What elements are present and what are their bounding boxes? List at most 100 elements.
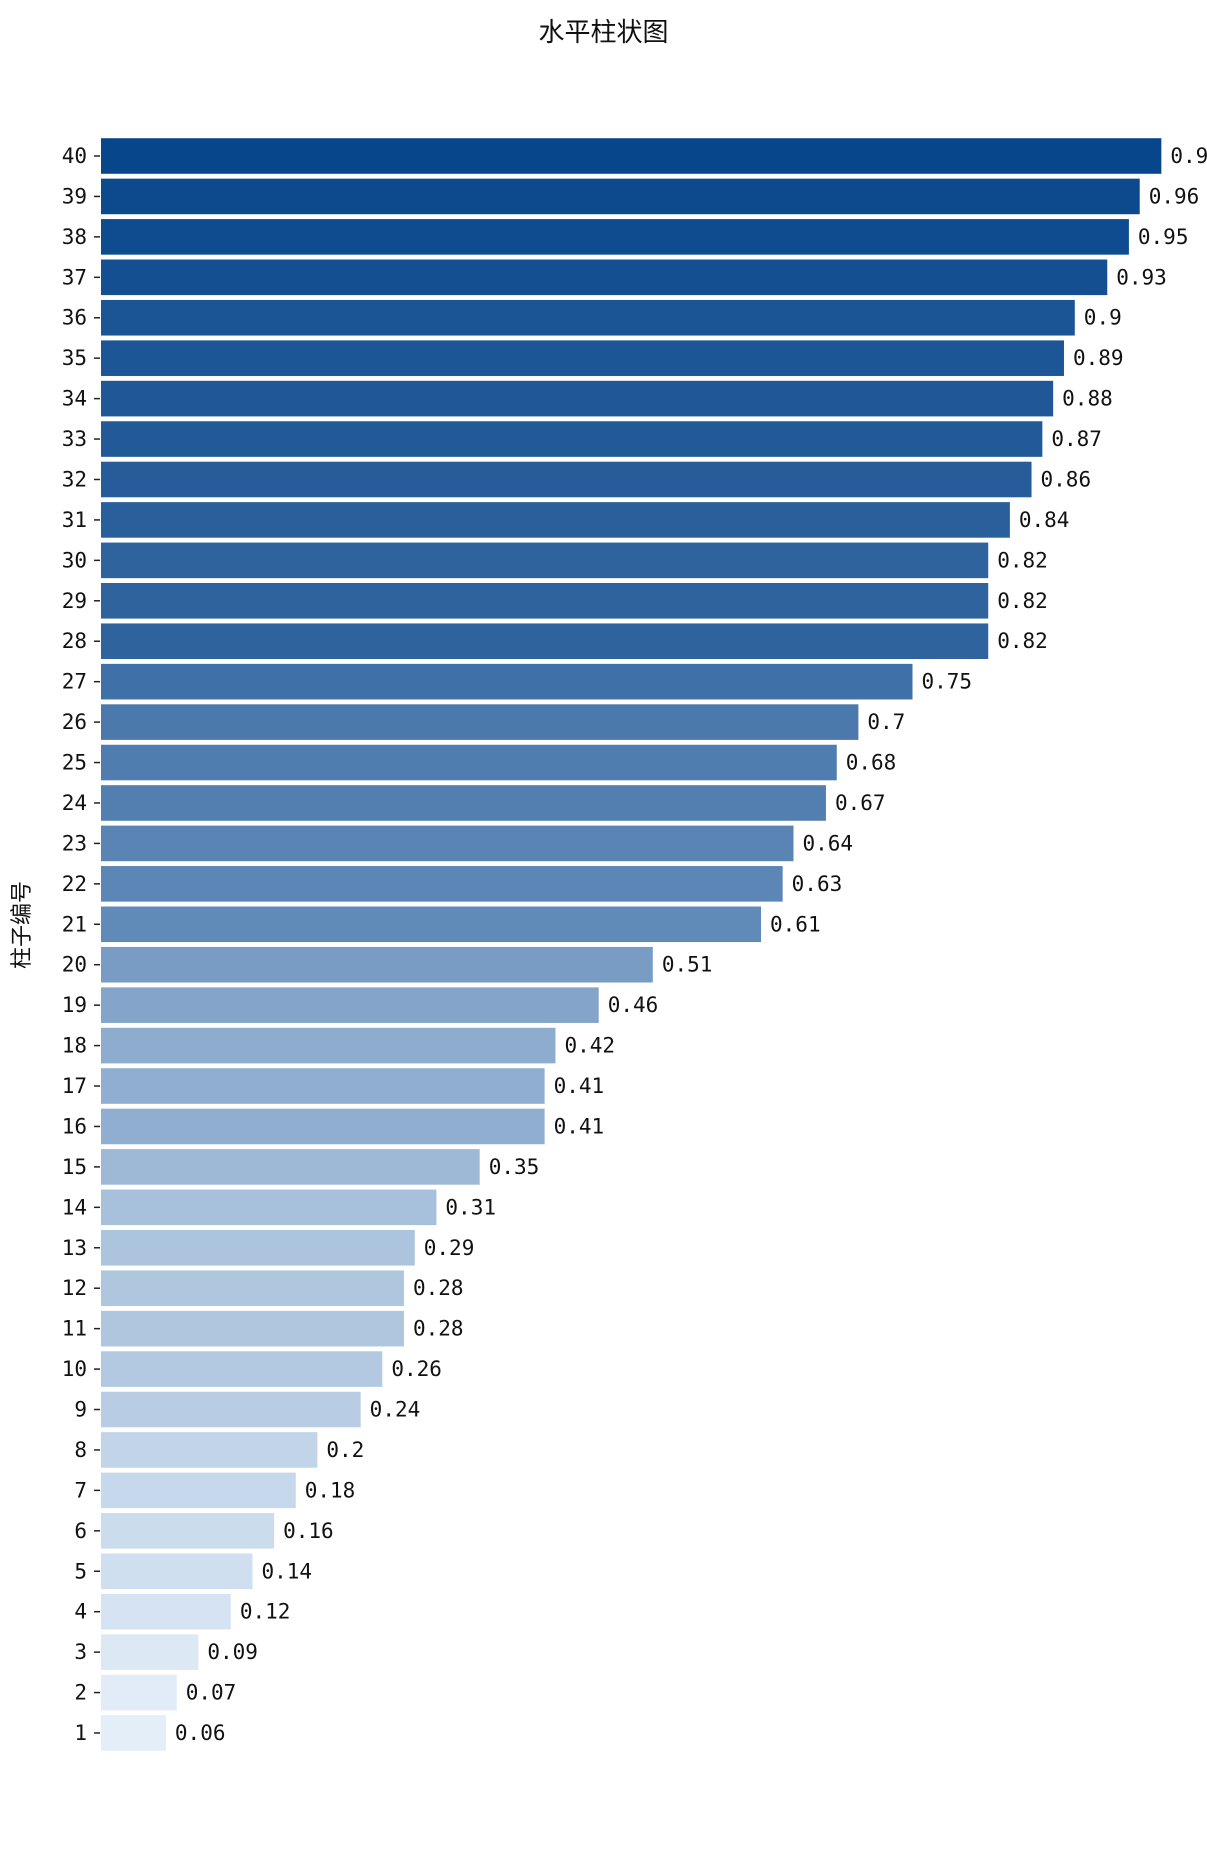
y-tick-label-23: 23 bbox=[62, 831, 87, 855]
bar-value-label-3: 0.09 bbox=[207, 1640, 258, 1664]
bar-21 bbox=[101, 906, 762, 943]
bar-value-label-35: 0.89 bbox=[1073, 346, 1124, 370]
bar-value-label-11: 0.28 bbox=[413, 1317, 464, 1341]
bar-17 bbox=[101, 1068, 545, 1104]
bar-12 bbox=[101, 1270, 404, 1306]
bar-value-label-36: 0.9 bbox=[1084, 306, 1122, 330]
bar-25 bbox=[101, 744, 837, 781]
bar-10 bbox=[101, 1351, 383, 1387]
bar-value-label-12: 0.28 bbox=[413, 1276, 464, 1300]
bar-28 bbox=[101, 623, 989, 660]
bar-value-label-14: 0.31 bbox=[445, 1195, 496, 1219]
y-tick-label-30: 30 bbox=[62, 548, 87, 572]
bar-39 bbox=[101, 178, 1140, 215]
bar-value-label-39: 0.96 bbox=[1149, 184, 1200, 208]
bar-value-label-13: 0.29 bbox=[424, 1236, 475, 1260]
y-tick-label-39: 39 bbox=[62, 184, 87, 208]
bar-40 bbox=[101, 138, 1162, 174]
bar-value-label-5: 0.14 bbox=[261, 1559, 312, 1583]
bar-11 bbox=[101, 1310, 404, 1347]
bar-value-label-1: 0.06 bbox=[175, 1721, 226, 1745]
bar-value-label-26: 0.7 bbox=[867, 710, 905, 734]
y-tick-label-9: 9 bbox=[74, 1398, 87, 1422]
bar-value-label-8: 0.2 bbox=[326, 1438, 364, 1462]
bar-value-label-29: 0.82 bbox=[997, 589, 1048, 613]
bar-26 bbox=[101, 704, 859, 740]
y-tick-label-33: 33 bbox=[62, 427, 87, 451]
bar-3 bbox=[101, 1634, 199, 1670]
y-tick-label-26: 26 bbox=[62, 710, 87, 734]
y-tick-label-12: 12 bbox=[62, 1276, 87, 1300]
y-tick-label-25: 25 bbox=[62, 751, 87, 775]
y-tick-label-8: 8 bbox=[74, 1438, 87, 1462]
bar-8 bbox=[101, 1432, 318, 1468]
bar-value-label-37: 0.93 bbox=[1116, 265, 1167, 289]
y-tick-label-4: 4 bbox=[74, 1600, 87, 1624]
bar-value-label-15: 0.35 bbox=[489, 1155, 540, 1179]
bar-6 bbox=[101, 1513, 275, 1549]
bar-18 bbox=[101, 1027, 556, 1064]
bar-value-label-34: 0.88 bbox=[1062, 387, 1113, 411]
bar-35 bbox=[101, 340, 1064, 376]
bar-value-label-31: 0.84 bbox=[1019, 508, 1070, 532]
y-tick-label-37: 37 bbox=[62, 265, 87, 289]
bar-34 bbox=[101, 380, 1054, 417]
y-tick-label-13: 13 bbox=[62, 1236, 87, 1260]
bar-value-label-16: 0.41 bbox=[554, 1114, 605, 1138]
bar-value-label-30: 0.82 bbox=[997, 548, 1048, 572]
bar-15 bbox=[101, 1149, 480, 1185]
bar-value-label-32: 0.86 bbox=[1041, 467, 1092, 491]
y-tick-label-32: 32 bbox=[62, 467, 87, 491]
bar-20 bbox=[101, 946, 653, 983]
y-tick-label-31: 31 bbox=[62, 508, 87, 532]
y-tick-label-15: 15 bbox=[62, 1155, 87, 1179]
bar-36 bbox=[101, 299, 1075, 336]
y-tick-label-24: 24 bbox=[62, 791, 87, 815]
bar-value-label-38: 0.95 bbox=[1138, 225, 1189, 249]
bar-33 bbox=[101, 421, 1043, 457]
y-tick-label-17: 17 bbox=[62, 1074, 87, 1098]
y-tick-label-22: 22 bbox=[62, 872, 87, 896]
bar-value-label-9: 0.24 bbox=[370, 1398, 421, 1422]
y-tick-label-29: 29 bbox=[62, 589, 87, 613]
bar-value-label-25: 0.68 bbox=[846, 751, 897, 775]
y-tick-label-35: 35 bbox=[62, 346, 87, 370]
bar-value-label-2: 0.07 bbox=[186, 1681, 237, 1705]
bar-1 bbox=[101, 1715, 166, 1751]
bar-29 bbox=[101, 583, 989, 619]
bar-value-label-40: 0.98 bbox=[1170, 144, 1207, 168]
bar-value-label-33: 0.87 bbox=[1051, 427, 1102, 451]
y-tick-label-10: 10 bbox=[62, 1357, 87, 1381]
y-tick-label-3: 3 bbox=[74, 1640, 87, 1664]
y-tick-label-14: 14 bbox=[62, 1195, 87, 1219]
bar-19 bbox=[101, 987, 599, 1023]
bar-value-label-7: 0.18 bbox=[305, 1478, 356, 1502]
bar-value-label-27: 0.75 bbox=[922, 670, 973, 694]
y-tick-label-27: 27 bbox=[62, 670, 87, 694]
y-tick-label-2: 2 bbox=[74, 1681, 87, 1705]
bar-value-label-6: 0.16 bbox=[283, 1519, 334, 1543]
chart-title: 水平柱状图 bbox=[538, 18, 669, 48]
y-tick-label-5: 5 bbox=[74, 1559, 87, 1583]
bar-value-label-18: 0.42 bbox=[564, 1034, 615, 1058]
y-tick-label-18: 18 bbox=[62, 1034, 87, 1058]
bar-32 bbox=[101, 461, 1032, 498]
y-tick-label-38: 38 bbox=[62, 225, 87, 249]
y-tick-label-34: 34 bbox=[62, 387, 87, 411]
bar-value-label-17: 0.41 bbox=[554, 1074, 605, 1098]
y-tick-label-36: 36 bbox=[62, 306, 87, 330]
bar-4 bbox=[101, 1593, 231, 1630]
bar-value-label-10: 0.26 bbox=[391, 1357, 442, 1381]
bar-value-label-19: 0.46 bbox=[608, 993, 659, 1017]
bar-38 bbox=[101, 219, 1129, 255]
y-tick-label-28: 28 bbox=[62, 629, 87, 653]
y-tick-label-11: 11 bbox=[62, 1317, 87, 1341]
y-tick-label-6: 6 bbox=[74, 1519, 87, 1543]
y-tick-label-40: 40 bbox=[62, 144, 87, 168]
bar-16 bbox=[101, 1108, 545, 1145]
y-tick-label-20: 20 bbox=[62, 953, 87, 977]
bar-24 bbox=[101, 785, 826, 821]
bar-value-label-22: 0.63 bbox=[792, 872, 843, 896]
bar-27 bbox=[101, 663, 913, 700]
